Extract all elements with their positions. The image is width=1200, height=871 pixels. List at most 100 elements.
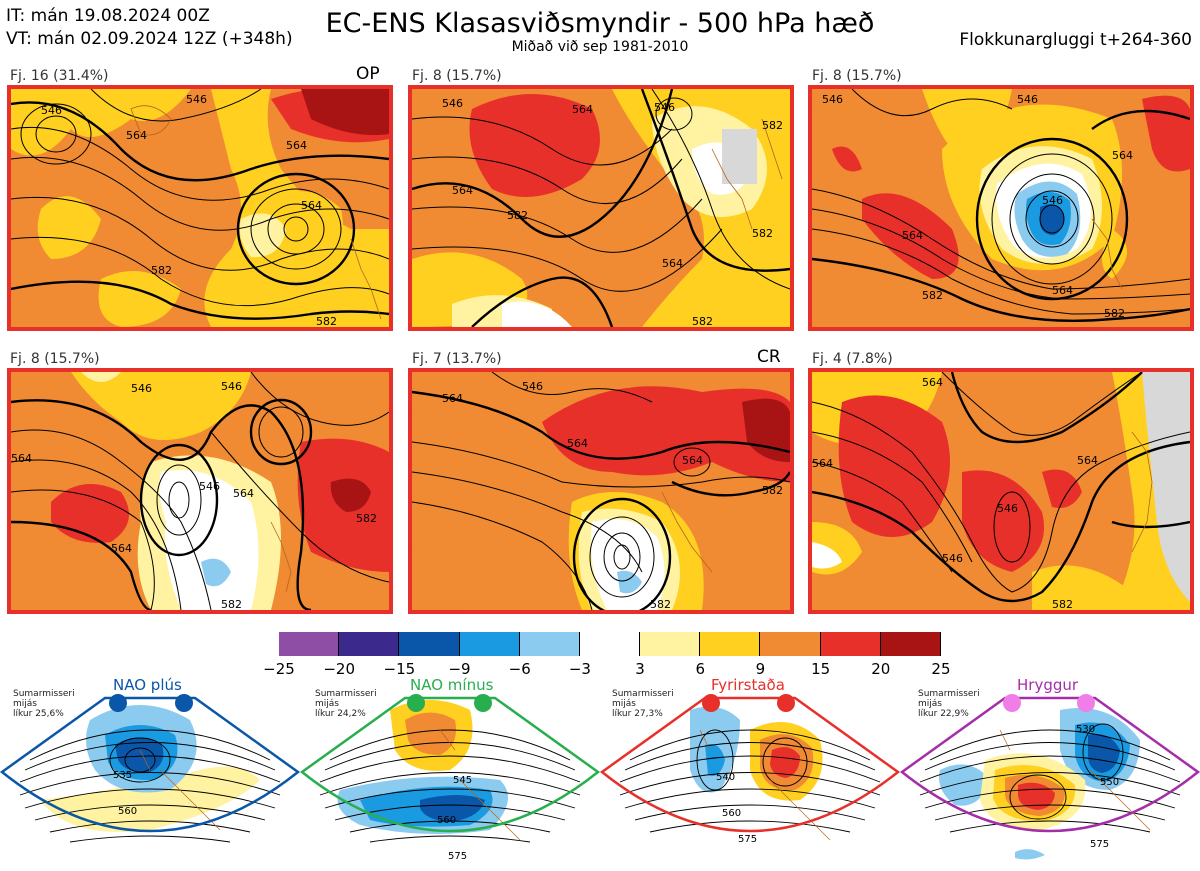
colorbar-segment — [579, 632, 641, 656]
regime-contour-label: 575 — [738, 834, 757, 845]
contour-label: 564 — [111, 542, 132, 555]
contour-label: 564 — [682, 454, 703, 467]
colorbar-segment — [760, 632, 821, 656]
contour-label: 564 — [812, 457, 833, 470]
colorbar-segment — [640, 632, 701, 656]
contour-label: 564 — [442, 392, 463, 405]
regime-contour-label: 530 — [1076, 724, 1095, 735]
regime-marker — [474, 694, 492, 712]
contour-label: 582 — [762, 119, 783, 132]
regime-marker — [777, 694, 795, 712]
contour-label: 546 — [199, 480, 220, 493]
colorbar-segment — [339, 632, 400, 656]
contour-label: 564 — [567, 437, 588, 450]
contour-label: 564 — [233, 487, 254, 500]
colorbar-segment — [279, 632, 340, 656]
panel-2-label: Fj. 8 (15.7%) — [412, 68, 502, 84]
contour-label: 546 — [822, 93, 843, 106]
cluster-map-1: 546 546 564 564 564 582 582 — [7, 85, 393, 331]
cluster-map-4: 546 564 546 564 546 564 582 582 — [7, 368, 393, 614]
contour-label: 546 — [522, 380, 543, 393]
panel-1-label: Fj. 16 (31.4%) — [10, 68, 109, 84]
contour-label: 582 — [922, 289, 943, 302]
contour-label: 564 — [301, 199, 322, 212]
colorbar-segment — [459, 632, 520, 656]
panel-3-label: Fj. 8 (15.7%) — [812, 68, 902, 84]
contour-label: 564 — [11, 452, 32, 465]
colorbar: −25 −20 −15 −9 −6 −3 3 6 9 15 20 25 — [263, 632, 951, 682]
regime-marker — [407, 694, 425, 712]
contour-label: 564 — [1077, 454, 1098, 467]
contour-label: 564 — [126, 129, 147, 142]
page-subtitle: Miðað við sep 1981-2010 — [511, 39, 689, 55]
regime-contour-label: 560 — [722, 808, 741, 819]
contour-label: 546 — [221, 380, 242, 393]
contour-label: 546 — [442, 97, 463, 110]
colorbar-segment — [399, 632, 460, 656]
contour-label: 546 — [41, 104, 62, 117]
colorbar-tick-label: 25 — [931, 660, 951, 678]
colorbar-tick-label: −6 — [508, 660, 531, 678]
regime-contour-label: 575 — [1090, 839, 1109, 850]
init-time: IT: mán 19.08.2024 00Z — [6, 6, 210, 26]
regime-map-blocking: 540 560 575 — [599, 694, 901, 845]
colorbar-tick-label: 15 — [811, 660, 831, 678]
panel-4-label: Fj. 8 (15.7%) — [10, 351, 100, 367]
regime-contour-label: 560 — [437, 815, 456, 826]
contour-label: 546 — [1017, 93, 1038, 106]
regime-marker — [702, 694, 720, 712]
contour-label: 564 — [662, 257, 683, 270]
contour-label: 582 — [692, 315, 713, 327]
colorbar-segment — [700, 632, 761, 656]
contour-label: 582 — [1104, 307, 1125, 320]
contour-label: 546 — [997, 502, 1018, 515]
panel-5-label: Fj. 7 (13.7%) — [412, 351, 502, 367]
regime-contour-label: 535 — [113, 770, 132, 781]
colorbar-tick-label: 3 — [635, 660, 645, 678]
regime-marker — [109, 694, 127, 712]
regime-contour-label: 575 — [448, 851, 467, 862]
regime-marker — [1003, 694, 1021, 712]
contour-label: 564 — [1112, 149, 1133, 162]
regime-maps: 535 560 545 560 575 — [0, 694, 1200, 862]
colorbar-tick-label: −20 — [323, 660, 355, 678]
contour-label: 582 — [762, 484, 783, 497]
contour-label: 546 — [186, 93, 207, 106]
contour-label: 546 — [1042, 194, 1063, 207]
regime-title-ridge: Hryggur — [1017, 676, 1079, 694]
contour-label: 582 — [356, 512, 377, 525]
colorbar-tick-label: 20 — [871, 660, 891, 678]
colorbar-tick-label: 6 — [695, 660, 706, 678]
cluster-map-2: 546 546 564 564 564 582 582 582 582 — [408, 85, 794, 331]
contour-label: 582 — [221, 598, 242, 610]
regime-title-nao-minus: NAO mínus — [410, 676, 494, 694]
contour-label: 564 — [902, 229, 923, 242]
colorbar-tick-label: −3 — [568, 660, 591, 678]
regime-contour-label: 550 — [1100, 777, 1119, 788]
panel-5-tag: CR — [757, 347, 781, 367]
contour-label: 564 — [922, 376, 943, 389]
colorbar-tick-label: −9 — [448, 660, 471, 678]
contour-label: 564 — [452, 184, 473, 197]
regime-info-nao-minus: Sumarmisseri mijás líkur 24,2% — [315, 689, 377, 719]
regime-marker — [1077, 694, 1095, 712]
regime-map-nao-plus: 535 560 — [0, 694, 301, 843]
regime-info-blocking: Sumarmisseri mijás líkur 27,3% — [612, 689, 674, 719]
contour-label: 582 — [1052, 598, 1073, 610]
contour-label: 582 — [507, 209, 528, 222]
panel-1-tag: OP — [356, 64, 380, 84]
contour-label: 564 — [1052, 284, 1073, 297]
contour-label: 564 — [572, 103, 593, 116]
regime-info-nao-plus: Sumarmisseri mijás líkur 25,6% — [13, 689, 75, 719]
classification-window: Flokkunargluggi t+264-360 — [959, 30, 1192, 50]
colorbar-tick-label: 9 — [755, 660, 766, 678]
regime-title-blocking: Fyrirstaða — [711, 676, 785, 694]
contour-label: 564 — [286, 139, 307, 152]
cluster-map-3: 546 546 564 564 546 582 564 582 — [808, 85, 1194, 331]
regime-title-nao-plus: NAO plús — [113, 676, 182, 694]
regime-map-ridge: 530 550 575 — [899, 694, 1200, 860]
valid-time: VT: mán 02.09.2024 12Z (+348h) — [6, 29, 293, 49]
contour-label: 582 — [151, 264, 172, 277]
colorbar-tick-label: −15 — [383, 660, 416, 678]
regime-marker — [175, 694, 193, 712]
